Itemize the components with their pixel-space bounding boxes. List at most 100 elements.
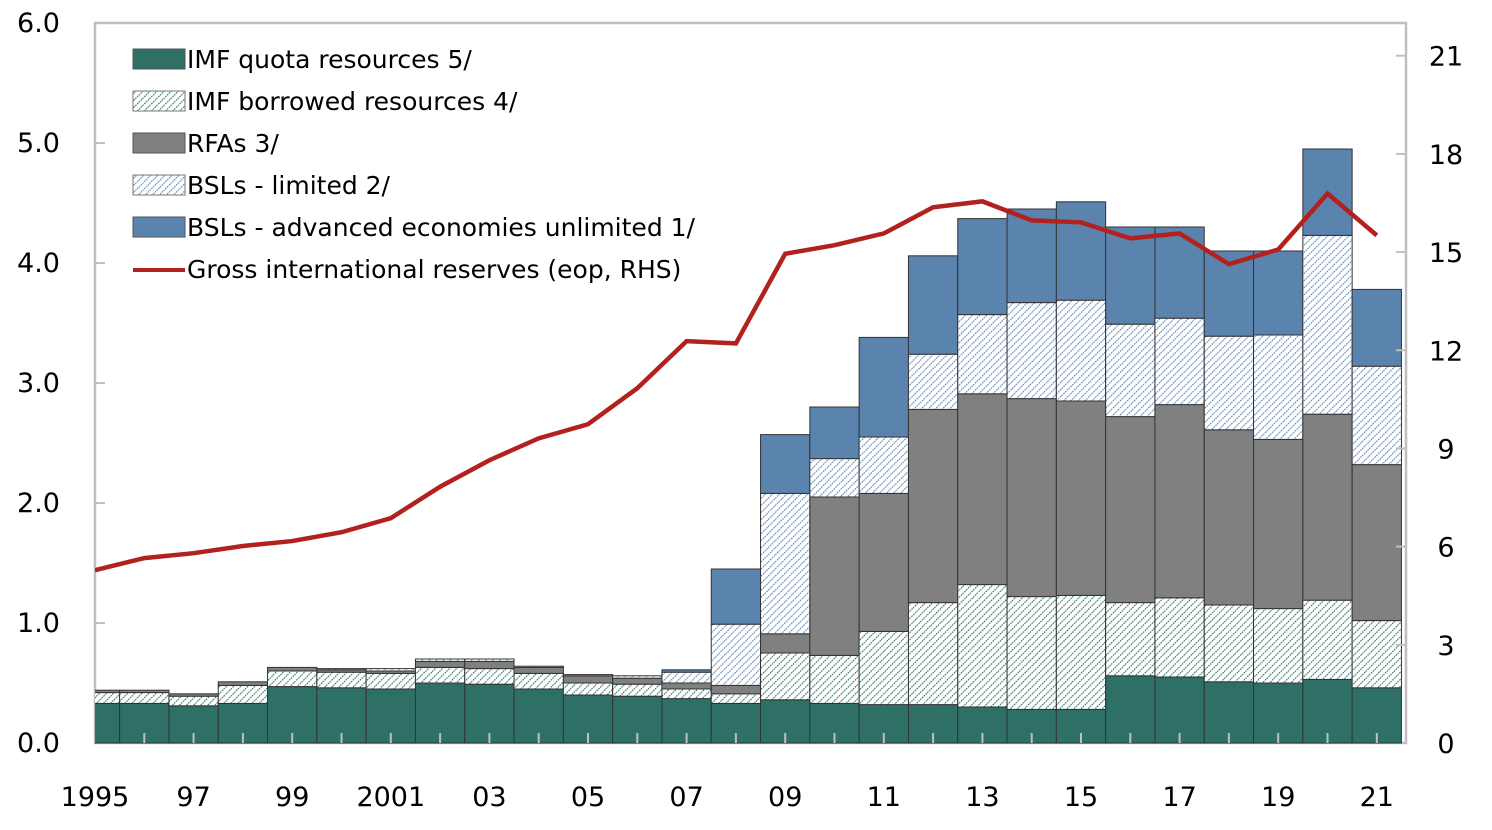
y-tick-label-right: 15 bbox=[1429, 238, 1463, 269]
bar-rfas-3-2008 bbox=[710, 684, 762, 695]
y-tick-label-left: 2.0 bbox=[17, 488, 60, 519]
bar-stack-2012 bbox=[907, 255, 959, 744]
legend-swatch-bsls-unlimited bbox=[132, 216, 186, 238]
bar-stack-2020 bbox=[1302, 148, 1353, 744]
bar-rfas-3-2012 bbox=[907, 408, 959, 604]
x-tick-label: 11 bbox=[867, 782, 901, 813]
bar-stack-2015 bbox=[1055, 201, 1107, 744]
bar-rfas-3-2007 bbox=[661, 682, 712, 690]
bar-bsls-limited-2-2011 bbox=[858, 436, 909, 494]
bar-bsls-limited-2-2005 bbox=[562, 674, 614, 677]
y-tick-label-right: 12 bbox=[1429, 336, 1463, 367]
bar-stack-2006 bbox=[612, 675, 663, 744]
y-tick-label-left: 5.0 bbox=[17, 128, 60, 159]
bar-bsls-limited-2-2008 bbox=[710, 623, 762, 686]
bar-bsls-advanced-economies-unlimited-1-2010 bbox=[809, 406, 860, 460]
bar-bsls-limited-2-2007 bbox=[661, 671, 712, 684]
bars-layer bbox=[95, 148, 1402, 744]
bar-stack-2014 bbox=[1006, 208, 1057, 744]
bar-bsls-limited-2-2020 bbox=[1302, 234, 1353, 415]
bar-rfas-3-2006 bbox=[612, 677, 663, 685]
bar-rfas-3-2021 bbox=[1351, 464, 1402, 622]
bar-imf-quota-resources-5-2016 bbox=[1105, 675, 1156, 744]
bar-bsls-limited-2-2009 bbox=[760, 492, 811, 635]
bar-bsls-limited-2-2015 bbox=[1055, 299, 1107, 402]
bar-stack-1999 bbox=[267, 666, 318, 744]
bar-bsls-limited-2-2000 bbox=[316, 668, 367, 671]
legend-swatch-imf-borrowed bbox=[132, 90, 186, 112]
x-tick-label: 19 bbox=[1261, 782, 1295, 813]
bar-bsls-limited-2-2014 bbox=[1006, 302, 1057, 400]
bar-imf-borrowed-resources-4-2012 bbox=[907, 602, 959, 706]
bar-imf-borrowed-resources-4-2018 bbox=[1203, 604, 1255, 683]
bar-rfas-3-2020 bbox=[1302, 413, 1353, 601]
bar-bsls-limited-2-2017 bbox=[1154, 317, 1205, 406]
bar-imf-borrowed-resources-4-2015 bbox=[1055, 594, 1107, 710]
line-layer bbox=[95, 190, 1379, 573]
bar-imf-borrowed-resources-4-1995 bbox=[95, 692, 121, 704]
x-tick-label: 2001 bbox=[356, 782, 425, 813]
bar-imf-borrowed-resources-4-2014 bbox=[1006, 596, 1057, 710]
x-tick-label: 03 bbox=[472, 782, 506, 813]
bar-bsls-limited-2-2004 bbox=[513, 665, 564, 668]
bar-stack-2011 bbox=[858, 336, 909, 744]
bar-imf-borrowed-resources-4-1997 bbox=[168, 695, 219, 707]
bar-imf-borrowed-resources-4-2008 bbox=[710, 693, 762, 704]
bar-imf-borrowed-resources-4-2009 bbox=[760, 652, 811, 701]
bar-imf-borrowed-resources-4-2001 bbox=[365, 672, 416, 690]
y-tick-label-right: 9 bbox=[1437, 434, 1454, 465]
bar-rfas-3-2014 bbox=[1006, 398, 1057, 598]
bar-rfas-3-1998 bbox=[217, 681, 269, 686]
x-tick-label: 97 bbox=[176, 782, 210, 813]
bar-imf-borrowed-resources-4-2020 bbox=[1302, 599, 1353, 680]
bar-imf-borrowed-resources-4-2002 bbox=[414, 666, 466, 684]
y-tick-label-right: 0 bbox=[1437, 729, 1454, 760]
y-tick-label-left: 3.0 bbox=[17, 368, 60, 399]
bar-bsls-advanced-economies-unlimited-1-2007 bbox=[661, 669, 712, 673]
bar-imf-borrowed-resources-4-2005 bbox=[562, 682, 614, 696]
bar-stack-2021 bbox=[1351, 288, 1402, 744]
bar-bsls-limited-2-2001 bbox=[365, 668, 416, 672]
legend-label-rfas: RFAs 3/ bbox=[187, 129, 279, 158]
bar-imf-borrowed-resources-4-2010 bbox=[809, 654, 860, 704]
bar-stack-2000 bbox=[316, 668, 367, 744]
y-axis-left: 0.0 1.0 2.0 3.0 4.0 5.0 6.0 bbox=[17, 8, 105, 759]
legend-item-imf-quota: IMF quota resources 5/ bbox=[132, 45, 472, 74]
bar-stack-2003 bbox=[464, 658, 515, 744]
bar-rfas-3-1999 bbox=[267, 666, 318, 672]
x-axis-ticks bbox=[143, 733, 1378, 743]
x-tick-label: 09 bbox=[768, 782, 802, 813]
bar-imf-quota-resources-5-2017 bbox=[1154, 676, 1205, 744]
bar-rfas-3-2010 bbox=[809, 496, 860, 656]
bar-rfas-3-2009 bbox=[760, 633, 811, 654]
bar-imf-borrowed-resources-4-2003 bbox=[464, 668, 515, 685]
bar-bsls-limited-2-2002 bbox=[414, 658, 466, 662]
bar-bsls-advanced-economies-unlimited-1-2009 bbox=[760, 434, 811, 494]
bar-rfas-3-2019 bbox=[1253, 438, 1304, 610]
bar-imf-borrowed-resources-4-2000 bbox=[316, 671, 367, 689]
bar-bsls-limited-2-2006 bbox=[612, 675, 663, 679]
x-tick-label: 1995 bbox=[61, 782, 130, 813]
bar-bsls-limited-2-2019 bbox=[1253, 334, 1304, 440]
y-axis-right: 0 3 6 9 12 15 18 21 bbox=[1396, 42, 1463, 760]
bar-imf-borrowed-resources-4-2011 bbox=[858, 630, 909, 706]
bar-stack-2004 bbox=[513, 665, 564, 744]
bar-stack-2002 bbox=[414, 658, 466, 744]
bar-imf-borrowed-resources-4-2013 bbox=[957, 584, 1008, 708]
bar-stack-2019 bbox=[1253, 250, 1304, 744]
legend-label-imf-quota: IMF quota resources 5/ bbox=[187, 45, 472, 74]
bar-bsls-limited-2-2003 bbox=[464, 658, 515, 662]
bar-rfas-3-2013 bbox=[957, 393, 1008, 586]
y-tick-label-left: 6.0 bbox=[17, 8, 60, 39]
x-tick-label: 07 bbox=[669, 782, 703, 813]
bar-imf-quota-resources-5-1995 bbox=[95, 702, 121, 744]
bar-rfas-3-2005 bbox=[562, 675, 614, 684]
bar-rfas-3-2003 bbox=[464, 660, 515, 670]
bar-stack-2010 bbox=[809, 406, 860, 744]
bar-imf-borrowed-resources-4-1996 bbox=[119, 692, 170, 704]
bar-rfas-3-2017 bbox=[1154, 404, 1205, 599]
y-tick-label-right: 21 bbox=[1429, 42, 1463, 73]
legend-swatch-bsls-limited bbox=[132, 174, 186, 196]
bar-bsls-advanced-economies-unlimited-1-2019 bbox=[1253, 250, 1304, 336]
